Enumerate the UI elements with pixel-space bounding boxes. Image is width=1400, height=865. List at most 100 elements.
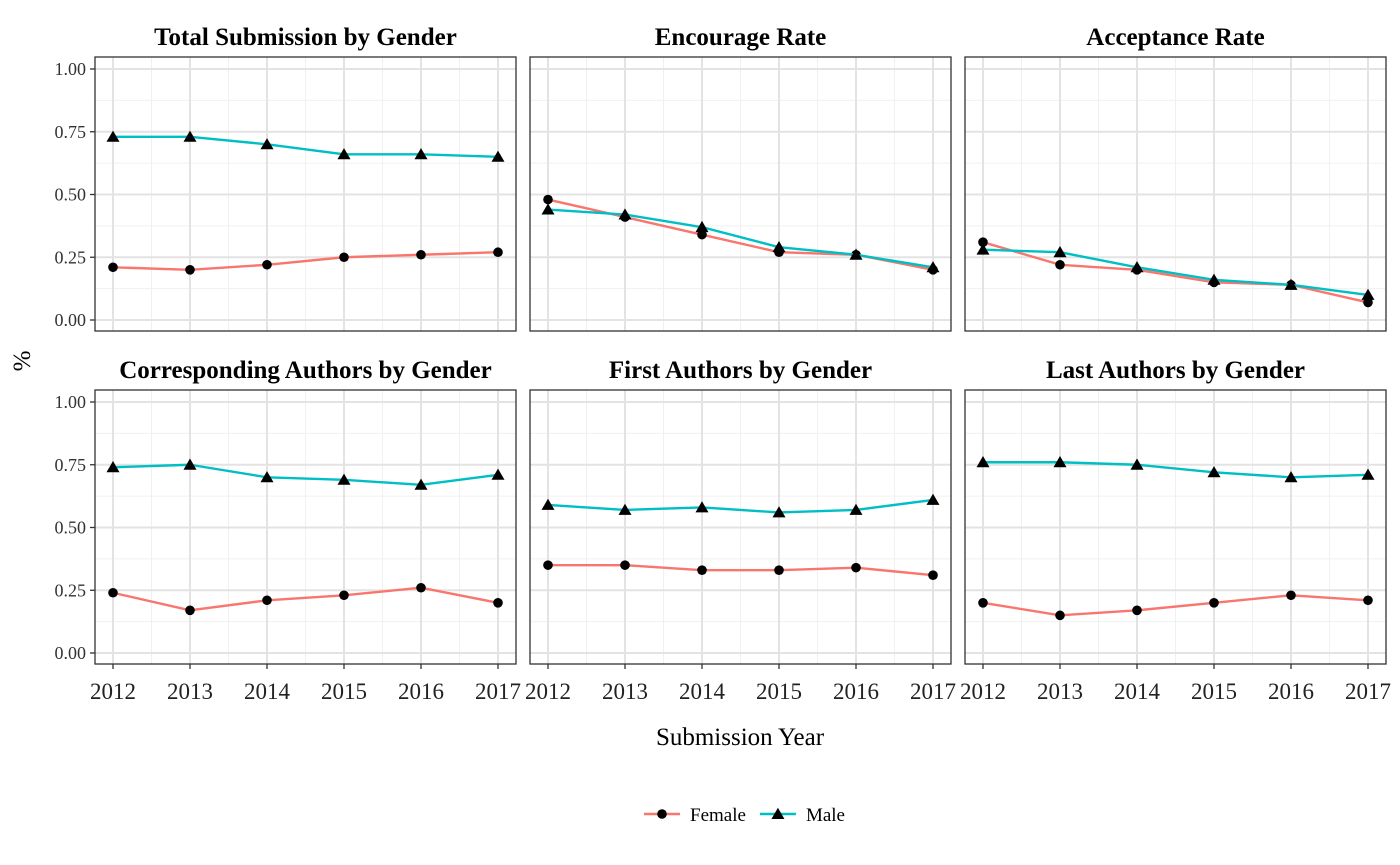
data-point-male (976, 243, 990, 255)
x-tick-label: 2015 (756, 679, 802, 704)
y-tick-label: 0.25 (55, 580, 87, 600)
data-point-male (183, 130, 197, 142)
series-line-male (983, 461, 1369, 479)
x-tick-label: 2015 (1191, 679, 1237, 704)
data-point-male (183, 458, 197, 470)
data-point-female (697, 565, 707, 575)
x-tick-label: 2013 (1037, 679, 1083, 704)
series-line-male (547, 498, 934, 514)
x-tick-label: 2016 (833, 679, 879, 704)
series-line-female (112, 251, 499, 271)
data-point-male (618, 503, 632, 515)
panel-border (964, 389, 1387, 665)
data-point-male (414, 148, 428, 160)
x-axis-title: Submission Year (656, 724, 825, 751)
y-tick-label: 0.25 (55, 247, 87, 267)
data-point-male (1053, 456, 1067, 468)
data-point-female (1132, 605, 1142, 616)
panel-border (964, 56, 1387, 332)
x-tick-label: 2017 (1345, 679, 1391, 704)
x-tick-label: 2017 (475, 679, 521, 704)
data-point-female (620, 560, 630, 570)
data-point-male (1284, 471, 1298, 483)
data-point-female (774, 565, 784, 575)
data-point-female (185, 265, 195, 275)
data-point-female (262, 259, 272, 270)
y-tick-label: 0.00 (55, 310, 87, 330)
data-point-male (1361, 288, 1375, 300)
x-tick-label: 2012 (90, 679, 136, 704)
panel-title: Corresponding Authors by Gender (119, 357, 492, 384)
data-point-male (337, 148, 351, 160)
panel-title: Encourage Rate (655, 24, 827, 51)
data-point-male (337, 473, 351, 485)
legend-label-male: Male (806, 805, 845, 826)
data-point-male (849, 503, 863, 515)
legend-label-female: Female (690, 805, 746, 826)
data-point-female (1055, 610, 1065, 621)
series-line-female (982, 241, 1369, 304)
series-line-male (112, 463, 499, 487)
y-tick-label: 0.50 (55, 185, 87, 205)
data-point-male (491, 468, 505, 480)
panel-border (529, 56, 952, 332)
data-point-male (1207, 273, 1221, 285)
data-point-male (695, 220, 709, 233)
data-point-male (1284, 278, 1298, 290)
data-point-male (772, 241, 786, 253)
data-point-male (260, 138, 274, 150)
data-point-male (1361, 468, 1375, 480)
legend-key-marker-male (771, 807, 785, 819)
y-tick-label: 1.00 (55, 392, 87, 412)
data-point-female (493, 598, 503, 608)
data-point-male (1207, 466, 1221, 478)
data-point-male (1130, 458, 1144, 470)
data-point-female (185, 605, 195, 616)
series-line-male (982, 248, 1369, 297)
data-point-female (978, 598, 988, 608)
data-point-female (1209, 598, 1219, 608)
data-point-male (976, 456, 990, 468)
panel-title: Acceptance Rate (1086, 24, 1264, 51)
data-point-male (618, 208, 632, 220)
data-point-female (493, 247, 503, 258)
x-tick-label: 2013 (602, 679, 648, 704)
data-point-male (1130, 261, 1144, 273)
data-point-male (491, 150, 505, 162)
data-point-female (1286, 590, 1296, 601)
data-point-female (416, 582, 426, 593)
data-point-male (541, 203, 555, 215)
y-tick-label: 0.50 (55, 518, 87, 538)
panel-title: Last Authors by Gender (1046, 357, 1305, 384)
data-point-female (339, 252, 349, 263)
data-point-male (106, 130, 120, 142)
data-point-male (849, 248, 863, 260)
data-point-female (1055, 259, 1065, 270)
data-point-female (262, 595, 272, 606)
x-tick-label: 2016 (398, 679, 444, 704)
data-point-female (697, 229, 707, 240)
x-tick-label: 2014 (1114, 679, 1161, 704)
y-tick-label: 0.75 (55, 122, 87, 142)
y-tick-label: 0.00 (55, 643, 87, 663)
series-line-male (113, 135, 499, 159)
data-point-female (543, 194, 553, 205)
data-point-female (851, 562, 861, 573)
x-tick-label: 2017 (910, 679, 956, 704)
data-point-female (416, 249, 426, 260)
panel-title: Total Submission by Gender (154, 24, 457, 51)
x-tick-label: 2012 (525, 679, 571, 704)
data-point-female (1363, 595, 1373, 606)
series-line-female (112, 586, 499, 612)
y-tick-label: 0.75 (55, 455, 87, 475)
data-point-male (414, 478, 428, 490)
y-axis-title: % (9, 351, 36, 372)
x-tick-label: 2016 (1268, 679, 1314, 704)
data-point-female (543, 560, 553, 570)
data-point-male (106, 461, 120, 473)
panel-title: First Authors by Gender (609, 357, 872, 384)
data-point-male (260, 471, 274, 483)
data-point-male (541, 498, 555, 510)
series-line-female (982, 594, 1369, 617)
